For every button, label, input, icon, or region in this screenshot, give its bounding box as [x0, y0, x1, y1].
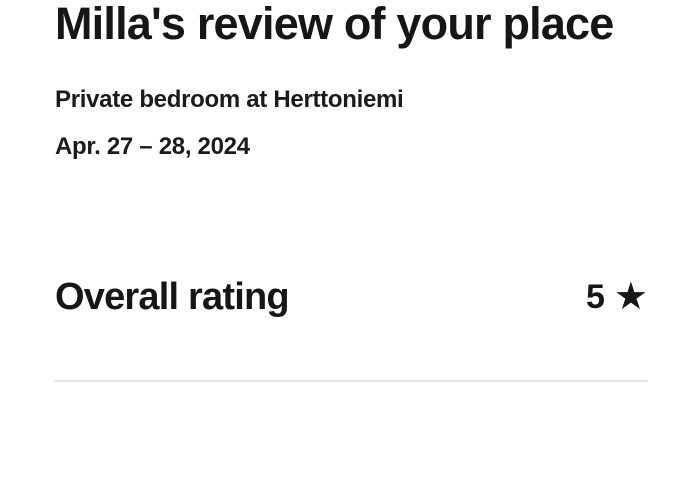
- listing-name: Private bedroom at Herttoniemi: [55, 86, 404, 113]
- star-icon: ★: [613, 276, 648, 318]
- overall-rating-value: 5 ★: [586, 274, 648, 320]
- rating-number: 5: [586, 278, 605, 316]
- stay-dates: Apr. 27 – 28, 2024: [55, 133, 250, 160]
- overall-rating-label: Overall rating: [55, 276, 290, 318]
- divider: [55, 380, 648, 382]
- overall-rating-row: Overall rating 5 ★: [55, 274, 648, 320]
- page-title: Milla's review of your place: [55, 0, 614, 49]
